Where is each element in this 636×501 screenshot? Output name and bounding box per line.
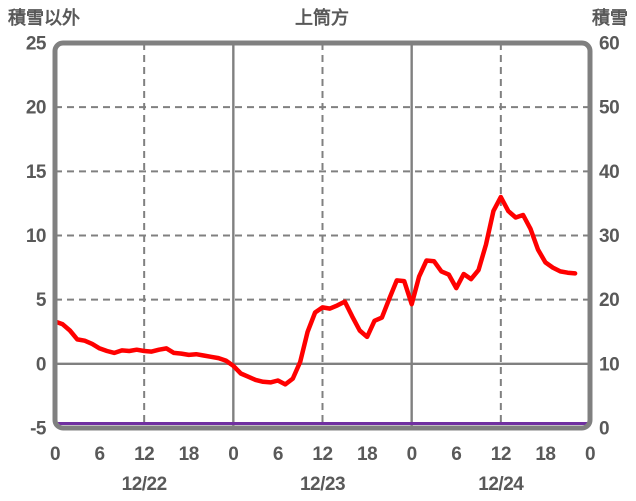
hour-tick-label: 6 [451,444,461,465]
left-axis-tick-label: 15 [26,162,47,183]
right-axis-tick-label: 10 [599,354,619,375]
hour-tick-label: 0 [50,444,60,465]
right-axis-tick-label: 40 [599,162,619,183]
hour-tick-label: 0 [228,444,238,465]
date-label: 12/22 [122,474,167,495]
right-axis-tick-label: 60 [599,34,619,55]
hour-tick-label: 18 [535,444,555,465]
left-axis-title: 積雪以外 [7,7,80,28]
chart-title: 上筒方 [295,7,349,28]
hour-tick-label: 18 [179,444,199,465]
left-axis-tick-label: 25 [26,34,47,55]
date-label: 12/24 [478,474,524,495]
hour-tick-label: 0 [585,444,595,465]
date-label: 12/23 [300,474,345,495]
hour-tick-label: 18 [357,444,377,465]
hour-tick-label: 12 [312,444,332,465]
right-axis-tick-label: 0 [599,419,609,440]
right-axis-tick-label: 50 [599,98,619,119]
hour-tick-label: 6 [273,444,283,465]
left-axis-tick-label: 20 [26,98,46,119]
plot-frame [52,40,593,431]
hour-tick-label: 12 [134,444,154,465]
right-axis-title: 積雪 [591,7,628,28]
hour-tick-label: 12 [491,444,511,465]
left-axis-tick-label: 5 [36,290,47,311]
right-axis-tick-label: 20 [599,290,619,311]
hour-tick-label: 6 [95,444,105,465]
hour-tick-label: 0 [407,444,417,465]
right-axis-tick-label: 30 [599,226,619,247]
left-axis-tick-label: 0 [36,354,46,375]
left-axis-tick-label: -5 [30,419,47,440]
series-line-left [52,194,578,387]
left-axis-tick-label: 10 [26,226,46,247]
